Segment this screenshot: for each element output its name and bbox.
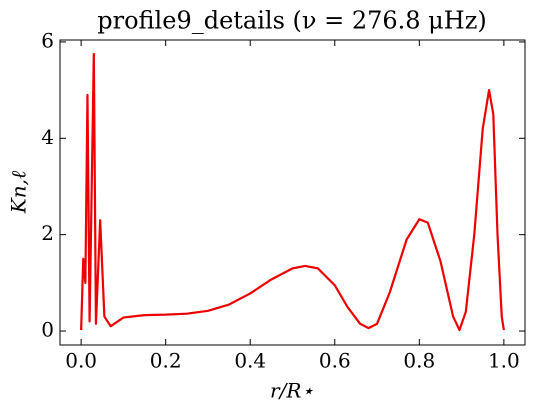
data-line [80,52,505,332]
y-tick-label: 2 [41,221,54,245]
y-tick-label: 4 [41,125,54,149]
y-tick-label: 6 [41,28,54,52]
x-tick-label: 1.0 [488,349,520,373]
y-tick-label: 0 [41,318,54,342]
x-tick-label: 0.0 [65,349,97,373]
x-tick-label: 0.6 [319,349,351,373]
x-tick-label: 0.4 [234,349,266,373]
chart-title: profile9_details (ν = 276.8 μHz) [97,7,486,35]
plot-frame [59,39,526,346]
x-tick-label: 0.8 [403,349,435,373]
x-axis-label: r/R⋆ [270,379,314,403]
x-tick-label: 0.2 [150,349,182,373]
y-axis-label: Kn,ℓ [7,170,31,214]
